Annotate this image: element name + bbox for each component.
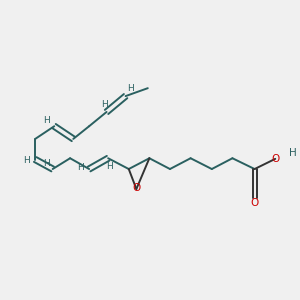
Text: O: O bbox=[132, 182, 140, 193]
Text: H: H bbox=[127, 84, 134, 93]
Text: H: H bbox=[289, 148, 296, 158]
Text: H: H bbox=[101, 100, 108, 109]
Text: H: H bbox=[23, 157, 30, 166]
Text: O: O bbox=[250, 198, 259, 208]
Text: O: O bbox=[271, 154, 279, 164]
Text: H: H bbox=[44, 159, 50, 168]
Text: H: H bbox=[106, 162, 113, 171]
Text: H: H bbox=[77, 163, 84, 172]
Text: H: H bbox=[44, 116, 50, 125]
